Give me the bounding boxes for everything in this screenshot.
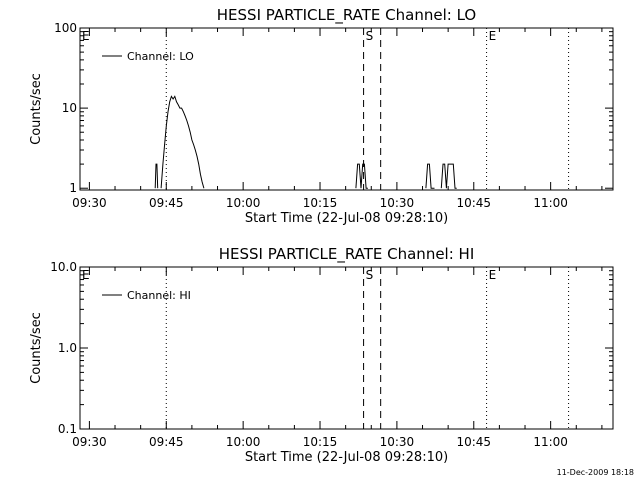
x-tick-label: 09:30: [72, 196, 107, 210]
date-stamp: 11-Dec-2009 18:18: [556, 468, 634, 477]
series-line: [160, 95, 205, 189]
x-tick-label: 10:30: [380, 196, 415, 210]
legend-label: Channel: HI: [127, 289, 191, 302]
y-axis-label: Counts/sec: [29, 73, 44, 145]
series-line: [355, 163, 368, 189]
y-axis-label: Counts/sec: [29, 312, 44, 384]
chart-title: HESSI PARTICLE_RATE Channel: LO: [217, 6, 476, 25]
event-marker-label: E: [82, 268, 90, 282]
x-tick-label: 09:45: [149, 196, 184, 210]
lo-channel-chart: HESSI PARTICLE_RATE Channel: LO 1 10 100 09:…: [29, 6, 614, 226]
series-line: [425, 163, 435, 189]
event-marker-label: E: [82, 29, 90, 43]
x-axis-label: Start Time (22-Jul-08 09:28:10): [245, 211, 448, 226]
event-marker-label: S: [366, 29, 374, 43]
y-tick-label: 1: [69, 181, 77, 195]
legend-label: Channel: LO: [127, 50, 194, 63]
y-tick-label: 1.0: [58, 341, 77, 355]
event-marker-label: E: [489, 29, 497, 43]
event-marker-label: E: [489, 268, 497, 282]
y-tick-label: 10: [62, 101, 77, 115]
y-tick-label: 0.1: [58, 422, 77, 436]
x-tick-label: 10:45: [456, 435, 491, 449]
x-tick-label: 11:00: [533, 435, 568, 449]
series-line: [154, 163, 159, 189]
x-tick-label: 10:30: [380, 435, 415, 449]
series-line: [440, 163, 457, 189]
x-tick-label: 09:30: [72, 435, 107, 449]
x-tick-label: 11:00: [533, 196, 568, 210]
hi-channel-chart: HESSI PARTICLE_RATE Channel: HI 0.1 1.0 10.…: [29, 245, 614, 465]
chart-title: HESSI PARTICLE_RATE Channel: HI: [219, 245, 475, 264]
x-tick-label: 10:00: [226, 435, 261, 449]
x-tick-label: 09:45: [149, 435, 184, 449]
y-tick-label: 10.0: [50, 260, 77, 274]
x-tick-label: 10:15: [303, 196, 338, 210]
x-axis-label: Start Time (22-Jul-08 09:28:10): [245, 450, 448, 465]
x-tick-label: 10:00: [226, 196, 261, 210]
x-tick-label: 10:15: [303, 435, 338, 449]
x-tick-label: 10:45: [456, 196, 491, 210]
event-marker-label: S: [366, 268, 374, 282]
y-tick-label: 100: [54, 21, 77, 35]
